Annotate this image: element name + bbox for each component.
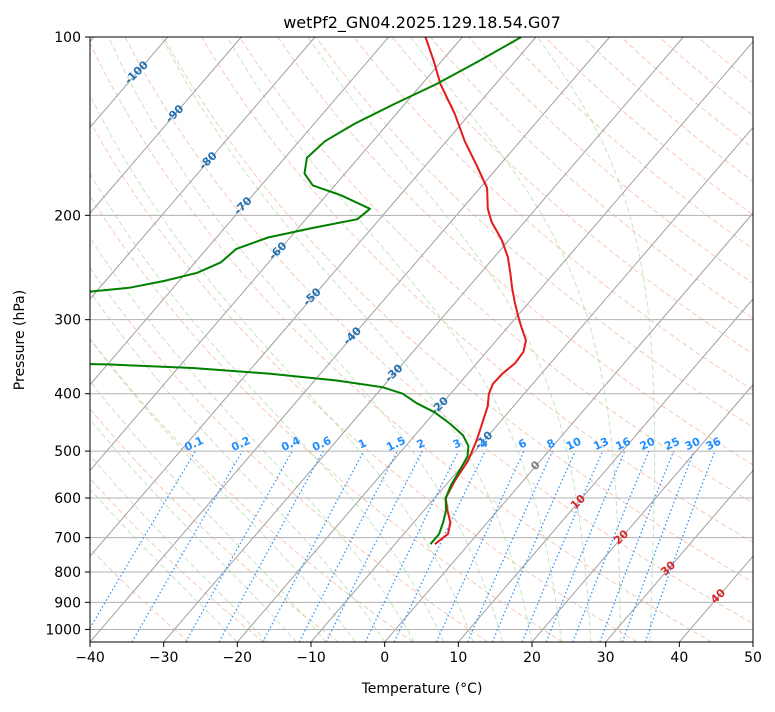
x-tick-label: 20	[523, 650, 541, 666]
y-tick-label: 900	[54, 595, 81, 611]
x-tick-label: 30	[597, 650, 615, 666]
y-tick-label: 100	[54, 30, 81, 46]
y-tick-label: 500	[54, 444, 81, 460]
y-tick-label: 1000	[45, 622, 81, 638]
chart-title: wetPf2_GN04.2025.129.18.54.G07	[283, 13, 561, 33]
x-tick-label: 10	[449, 650, 467, 666]
x-tick-label: −40	[75, 650, 105, 666]
y-tick-label: 800	[54, 565, 81, 581]
x-tick-label: −20	[223, 650, 253, 666]
x-tick-label: 0	[380, 650, 389, 666]
x-tick-label: −30	[149, 650, 179, 666]
y-tick-label: 300	[54, 313, 81, 329]
x-axis-label: Temperature (°C)	[361, 681, 483, 697]
y-tick-label: 600	[54, 491, 81, 507]
y-axis-label: Pressure (hPa)	[12, 290, 28, 390]
x-tick-label: 40	[670, 650, 688, 666]
y-tick-label: 400	[54, 387, 81, 403]
x-tick-label: 50	[744, 650, 762, 666]
y-tick-label: 700	[54, 531, 81, 547]
x-tick-label: −10	[296, 650, 326, 666]
y-tick-label: 200	[54, 208, 81, 224]
